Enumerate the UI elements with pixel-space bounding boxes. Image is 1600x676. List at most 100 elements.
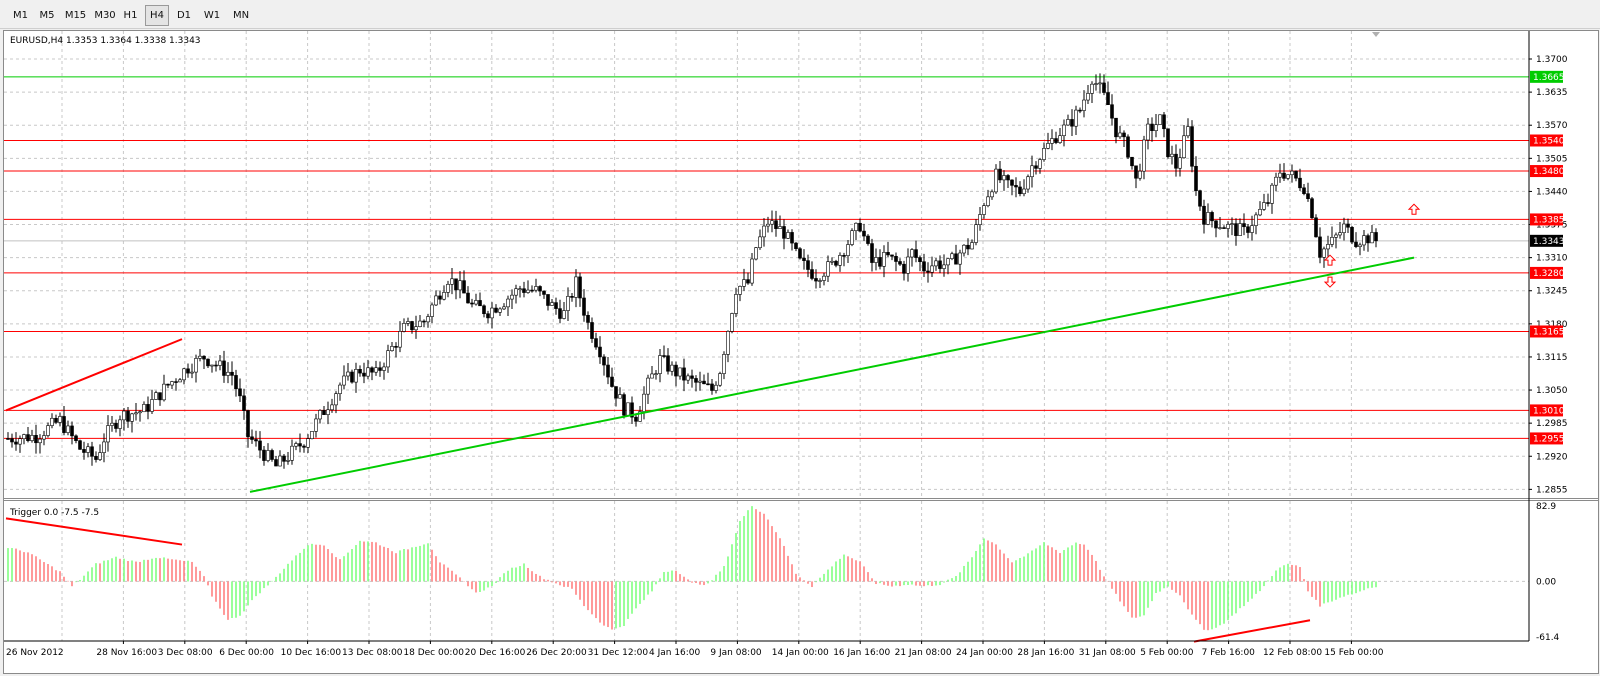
candle-body [802, 257, 806, 261]
timeframe-m30[interactable]: M30 [94, 10, 116, 21]
candle-body [458, 280, 462, 291]
candle-body [1338, 232, 1342, 236]
candle-body [514, 288, 518, 296]
candle-body [1106, 92, 1110, 106]
candle-body [662, 355, 666, 357]
candle-body [1162, 114, 1166, 130]
candle-body [962, 244, 966, 254]
arrow-up-icon[interactable] [1323, 254, 1337, 266]
candle-body [114, 422, 118, 429]
price-tick-label: 1.2855 [1536, 485, 1568, 495]
candle-body [830, 260, 834, 263]
candle-body [558, 308, 562, 319]
osc-trendline-0[interactable] [5, 517, 183, 546]
candle-body [894, 255, 898, 262]
trendline-0[interactable] [5, 338, 183, 412]
candle-body [822, 275, 826, 281]
candle-body [938, 260, 942, 269]
arrow-down-icon[interactable] [1323, 276, 1337, 288]
candle-body [26, 434, 30, 441]
timeframe-mn[interactable]: MN [232, 10, 250, 21]
candle-body [1078, 109, 1082, 112]
time-tick-label: 24 Jan 00:00 [956, 648, 1013, 658]
candle-body [62, 416, 66, 433]
candle-body [58, 416, 62, 423]
candle-body [434, 295, 438, 306]
candle-body [250, 436, 254, 440]
candle-body [14, 441, 18, 445]
candle-body [1246, 226, 1250, 233]
candle-body [94, 456, 98, 460]
candle-body [22, 434, 26, 440]
candle-body [122, 410, 126, 421]
candle-body [862, 230, 866, 237]
candle-body [310, 431, 314, 439]
candle-body [178, 379, 182, 383]
candle-body [1186, 126, 1190, 137]
candle-body [694, 378, 698, 383]
timeframe-m1[interactable]: M1 [13, 10, 28, 21]
candle-body [338, 384, 342, 394]
candle-body [1082, 99, 1086, 111]
candle-body [1182, 135, 1186, 159]
candle-body [734, 294, 738, 314]
candle-body [718, 373, 722, 386]
candle-body [646, 377, 650, 395]
candle-body [1018, 186, 1022, 195]
timeframe-m5[interactable]: M5 [39, 10, 55, 21]
price-tick-label: 1.3310 [1536, 254, 1568, 264]
candle-body [650, 373, 654, 379]
price-tick-label: 1.3180 [1536, 320, 1568, 330]
candle-body [262, 449, 266, 461]
timeframe-w1[interactable]: W1 [203, 10, 221, 21]
time-tick-label: 15 Feb 00:00 [1324, 648, 1383, 658]
level-tag-label: 1.3010 [1533, 406, 1565, 416]
candle-body [990, 191, 994, 198]
candle-body [654, 373, 658, 375]
scroll-marker-icon[interactable] [1372, 32, 1380, 37]
candle-body [1098, 82, 1102, 85]
time-tick-label: 12 Feb 08:00 [1263, 648, 1322, 658]
candle-body [554, 302, 558, 309]
candle-body [642, 393, 646, 412]
candle-body [46, 425, 50, 436]
candle-body [1366, 235, 1370, 244]
candle-body [850, 230, 854, 245]
candle-body [866, 235, 870, 244]
candle-body [18, 438, 22, 445]
candle-body [478, 300, 482, 307]
candle-body [722, 354, 726, 374]
candle-body [1158, 114, 1162, 125]
candle-body [78, 440, 82, 450]
candle-body [510, 294, 514, 300]
candle-body [1074, 109, 1078, 127]
timeframe-m15[interactable]: M15 [64, 10, 87, 21]
oscillator-title: Trigger 0.0 -7.5 -7.5 [9, 508, 99, 518]
candle-body [1294, 170, 1298, 179]
candle-body [958, 252, 962, 265]
candle-body [934, 260, 938, 267]
candle-body [162, 383, 166, 401]
osc-trendline-1[interactable] [1193, 619, 1311, 643]
current-price-tag [1530, 234, 1563, 247]
candle-body [270, 450, 274, 460]
candle-body [274, 459, 278, 467]
candle-body [186, 368, 190, 374]
candle-body [474, 300, 478, 305]
candle-body [562, 310, 566, 319]
candle-body [1258, 209, 1262, 216]
trendline-1[interactable] [249, 256, 1415, 493]
candle-body [490, 307, 494, 319]
candle-body [106, 425, 110, 443]
timeframe-d1[interactable]: D1 [176, 10, 192, 21]
candle-body [598, 346, 602, 358]
chart-canvas[interactable]: 1.37001.36351.35701.35051.34401.33751.33… [4, 31, 1598, 673]
candle-body [158, 392, 162, 401]
arrow-up-icon[interactable] [1407, 203, 1421, 215]
time-tick-label: 28 Nov 16:00 [96, 648, 157, 658]
candle-body [686, 375, 690, 381]
timeframe-h4[interactable]: H4 [145, 5, 169, 26]
candle-body [1058, 135, 1062, 143]
timeframe-h1[interactable]: H1 [123, 10, 138, 21]
candle-body [726, 331, 730, 355]
